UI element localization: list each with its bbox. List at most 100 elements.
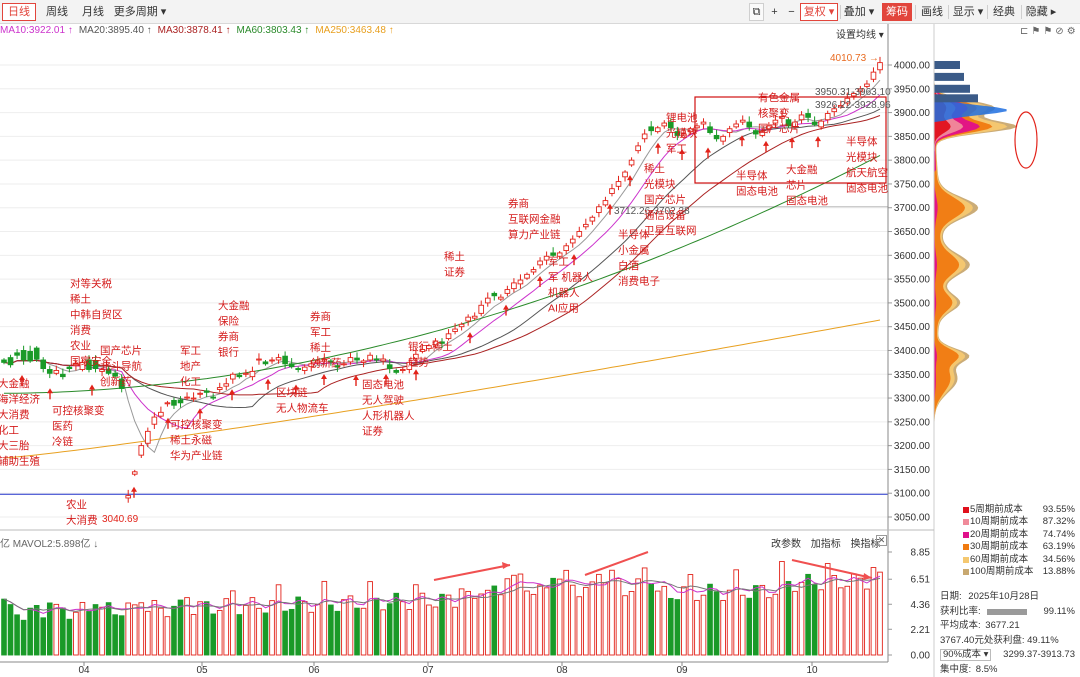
avg-row: 平均成本: 3677.21 [937, 619, 1080, 634]
volume-bar [831, 574, 838, 656]
period-daily-tab[interactable]: 日线 [2, 3, 36, 21]
price-tick-label: 3300.00 [894, 394, 931, 405]
cost-range-select[interactable]: 90%成本 ▾ [940, 649, 992, 661]
candle [746, 121, 753, 128]
volume-bar [766, 597, 772, 656]
price-tick-label: 3400.00 [894, 346, 931, 357]
volume-tick-label: 4.36 [911, 600, 931, 611]
price-range-note: 3950.31-3963.10 [815, 87, 891, 98]
price-tick-label: 3250.00 [894, 417, 931, 428]
more-periods-dropdown[interactable]: 更多周期 ▾ [113, 6, 167, 18]
candle [86, 359, 92, 370]
display-dropdown[interactable]: 显示 ▾ [952, 6, 984, 18]
volume-bar [615, 578, 622, 656]
volume-bar [864, 588, 870, 656]
candle [439, 341, 445, 344]
edit-params-button[interactable]: 改参数 [771, 539, 801, 550]
candle [478, 304, 485, 314]
volume-bar [20, 619, 27, 656]
ma30-line [3, 115, 881, 396]
candle [543, 255, 550, 261]
volume-bar [563, 569, 570, 656]
candle [785, 119, 792, 127]
candle [249, 370, 256, 378]
overlay-dropdown[interactable]: 叠加 ▾ [843, 6, 875, 18]
candle [262, 361, 269, 365]
volume-bar [406, 609, 413, 656]
cost-legend-value: 93.55% [1042, 504, 1075, 515]
arrow-head [863, 573, 872, 580]
chips-button[interactable]: 筹码 [882, 3, 912, 21]
volume-bar [210, 613, 216, 656]
volume-bar [511, 574, 517, 656]
switch-indicator-button[interactable]: 换指标 [850, 539, 881, 550]
candle [138, 445, 145, 456]
candle [334, 365, 341, 368]
candle [864, 83, 870, 87]
up-arrow-head [197, 408, 203, 414]
up-arrow-head [229, 389, 235, 395]
candle [164, 402, 171, 405]
chip-tools-icons[interactable]: ⊏⚑⚑⊘⚙ [1020, 26, 1079, 37]
volume-bar [674, 599, 681, 656]
cost-legend-row: 100周期前成本 13.88% [937, 566, 1080, 578]
candle [380, 358, 386, 362]
volume-trend-arrow [791, 559, 873, 579]
volume-bar [243, 605, 249, 656]
cost-legend-swatch [963, 544, 969, 551]
window-icon[interactable]: ⧉ [749, 3, 764, 21]
price-tick-label: 3150.00 [894, 465, 931, 476]
candle [151, 416, 158, 425]
avg-label: 平均成本: [940, 620, 981, 631]
concentration-value: 8.5% [975, 663, 998, 675]
event-annotation: 农业大消费 [66, 498, 98, 527]
hide-button[interactable]: 隐藏 ▸ [1025, 6, 1057, 18]
volume-bar [413, 584, 419, 656]
candle [1, 359, 7, 363]
volume-bar [798, 581, 805, 656]
price-tick-label: 3800.00 [894, 156, 931, 167]
volume-bar [7, 604, 14, 656]
volume-bar [399, 601, 406, 656]
event-annotation: 半导体小金属白酒消费电子 [618, 228, 660, 288]
volume-bar [844, 585, 851, 656]
ma60-line [4, 154, 881, 394]
candle [818, 120, 824, 128]
cost-range-value: 3299.37-3913.73 [1003, 649, 1075, 660]
cost-legend-label: 10周期前成本 [970, 516, 1029, 528]
period-weekly-tab[interactable]: 周线 [46, 6, 68, 18]
period-monthly-tab[interactable]: 月线 [82, 6, 104, 18]
price-tick-label: 3600.00 [894, 251, 931, 262]
cost-legend-label: 60周期前成本 [970, 553, 1029, 565]
classic-button[interactable]: 经典 [993, 6, 1015, 18]
candle [230, 373, 236, 380]
candle [726, 128, 733, 134]
event-annotation: 固态电池无人驾驶人形机器人证券 [362, 378, 415, 438]
volume-bar [197, 601, 203, 656]
event-annotation: 有色金属核聚变国产芯片 [758, 91, 800, 135]
zoom-in-icon[interactable]: + [771, 6, 778, 18]
candle [386, 364, 393, 370]
close-icon[interactable]: ✕ [876, 535, 887, 546]
candle [321, 358, 328, 361]
event-annotation: 大金融海洋经济大消费化工大三胎辅助生殖 [0, 377, 40, 468]
volume-bar [439, 593, 445, 656]
add-indicator-button[interactable]: 加指标 [810, 539, 841, 550]
candle [870, 71, 877, 80]
zoom-out-icon[interactable]: − [788, 6, 795, 18]
volume-bar [785, 581, 792, 656]
candle [256, 358, 262, 361]
up-arrow-head [19, 374, 25, 380]
up-arrow-head [627, 175, 633, 181]
cost-legend-row: 60周期前成本 34.56% [937, 554, 1080, 566]
candle [216, 387, 223, 390]
drawing-button[interactable]: 画线 [921, 6, 943, 18]
candle [615, 181, 622, 187]
event-annotation: 国产芯片北斗导航创新药 [100, 344, 142, 388]
volume-bar [596, 573, 602, 656]
date-value: 2025年10月28日 [968, 591, 1040, 602]
candle [426, 345, 432, 350]
price-tick-label: 3100.00 [894, 489, 931, 500]
ma-settings-dropdown[interactable]: 设置均线 ▾ [836, 30, 884, 41]
restore-rights-dropdown[interactable]: 复权 ▾ [800, 3, 838, 21]
